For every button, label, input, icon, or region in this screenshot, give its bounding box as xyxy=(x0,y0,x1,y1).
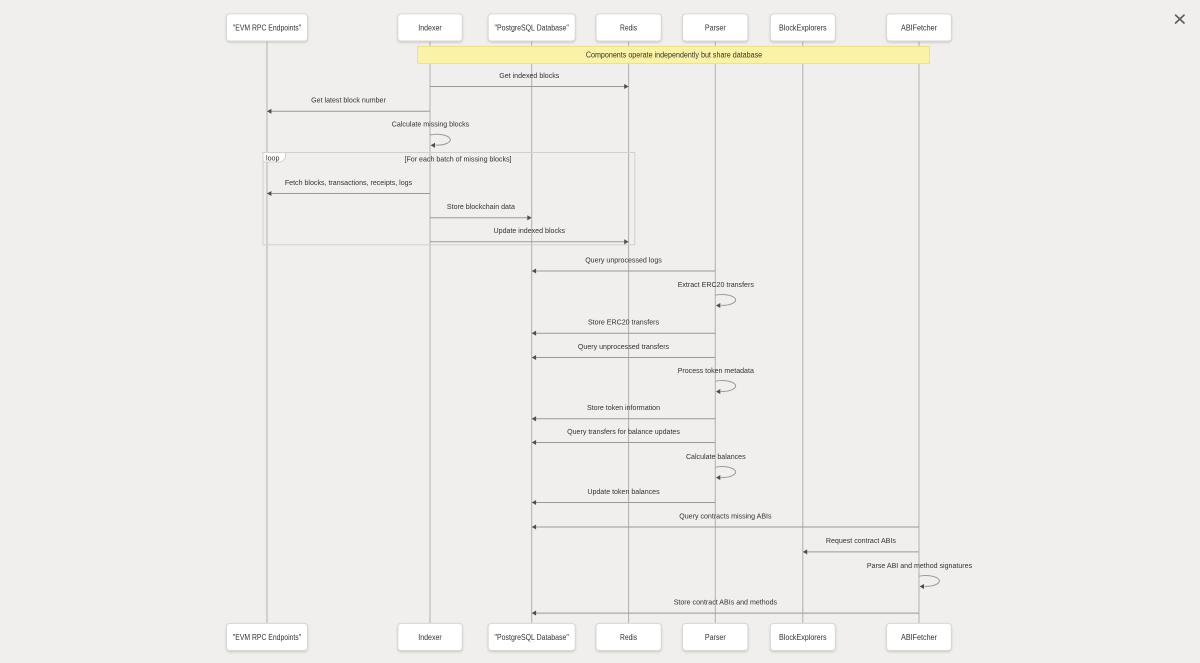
svg-text:ABIFetcher: ABIFetcher xyxy=(901,22,937,32)
svg-text:Redis: Redis xyxy=(620,22,637,32)
svg-text:Components operate independent: Components operate independently but sha… xyxy=(586,51,763,60)
svg-text:Redis: Redis xyxy=(620,632,637,642)
svg-text:ABIFetcher: ABIFetcher xyxy=(901,632,937,642)
svg-text:"EVM RPC Endpoints": "EVM RPC Endpoints" xyxy=(233,632,301,642)
svg-text:Store ERC20 transfers: Store ERC20 transfers xyxy=(588,318,659,327)
svg-text:Fetch blocks, transactions, re: Fetch blocks, transactions, receipts, lo… xyxy=(285,178,413,187)
svg-text:Process token metadata: Process token metadata xyxy=(678,366,755,375)
svg-text:Parse ABI and method signature: Parse ABI and method signatures xyxy=(867,561,973,570)
svg-text:Get latest block number: Get latest block number xyxy=(311,96,386,105)
svg-text:"PostgreSQL Database": "PostgreSQL Database" xyxy=(495,632,569,642)
svg-text:loop: loop xyxy=(266,153,280,162)
svg-text:Query transfers for balance up: Query transfers for balance updates xyxy=(567,427,680,436)
svg-text:Parser: Parser xyxy=(705,22,726,32)
svg-text:[For each batch of missing blo: [For each batch of missing blocks] xyxy=(405,155,512,164)
svg-text:BlockExplorers: BlockExplorers xyxy=(779,632,827,642)
svg-text:Store blockchain data: Store blockchain data xyxy=(447,202,516,211)
svg-text:Calculate balances: Calculate balances xyxy=(686,452,746,461)
svg-text:Store contract ABIs and method: Store contract ABIs and methods xyxy=(674,597,778,606)
svg-text:Query unprocessed transfers: Query unprocessed transfers xyxy=(578,342,670,351)
svg-text:Request contract ABIs: Request contract ABIs xyxy=(826,536,896,545)
svg-text:Update token balances: Update token balances xyxy=(587,487,660,496)
svg-text:Indexer: Indexer xyxy=(418,22,442,32)
svg-text:Query contracts missing ABIs: Query contracts missing ABIs xyxy=(679,511,772,520)
svg-text:Store token information: Store token information xyxy=(587,403,660,412)
svg-text:Calculate missing blocks: Calculate missing blocks xyxy=(392,120,470,129)
svg-text:Get indexed blocks: Get indexed blocks xyxy=(499,71,559,80)
svg-text:BlockExplorers: BlockExplorers xyxy=(779,22,827,32)
svg-text:Query unprocessed logs: Query unprocessed logs xyxy=(585,255,662,264)
svg-text:Extract ERC20 transfers: Extract ERC20 transfers xyxy=(678,280,755,289)
svg-text:Indexer: Indexer xyxy=(418,632,442,642)
svg-text:"PostgreSQL Database": "PostgreSQL Database" xyxy=(495,22,569,32)
svg-text:Parser: Parser xyxy=(705,632,726,642)
svg-text:"EVM RPC Endpoints": "EVM RPC Endpoints" xyxy=(233,22,301,32)
svg-text:Update indexed blocks: Update indexed blocks xyxy=(494,226,566,235)
